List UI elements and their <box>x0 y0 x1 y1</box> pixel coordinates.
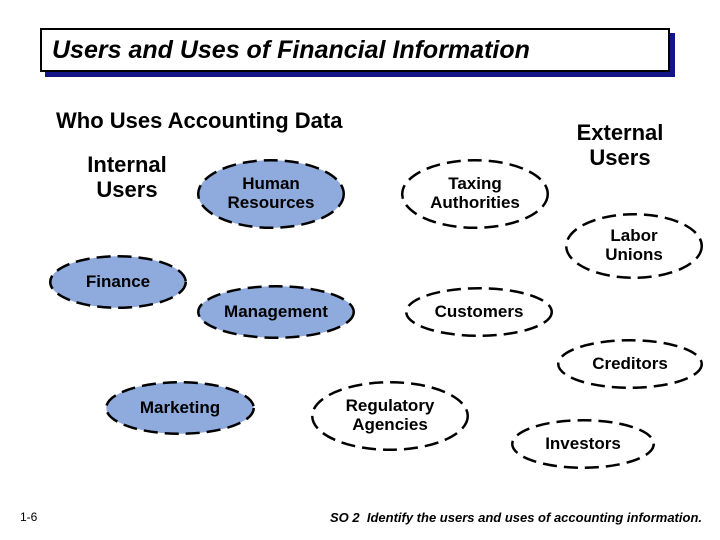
ellipse-label-labor-unions: LaborUnions <box>564 212 704 280</box>
so-text: Identify the users and uses of accountin… <box>367 510 702 525</box>
page-number: 1-6 <box>20 510 37 524</box>
label-internal-line1: Internal <box>87 152 166 177</box>
ellipse-label-regulatory-agencies: RegulatoryAgencies <box>310 380 470 452</box>
ellipse-label-human-resources: HumanResources <box>196 158 346 230</box>
ellipse-customers: Customers <box>404 286 554 338</box>
ellipse-label-creditors: Creditors <box>556 338 704 390</box>
ellipse-label-taxing-authorities: TaxingAuthorities <box>400 158 550 230</box>
ellipse-human-resources: HumanResources <box>196 158 346 230</box>
ellipse-marketing: Marketing <box>104 380 256 436</box>
ellipse-creditors: Creditors <box>556 338 704 390</box>
learning-objective: SO 2 Identify the users and uses of acco… <box>330 510 702 525</box>
ellipse-investors: Investors <box>510 418 656 470</box>
label-internal-users: Internal Users <box>72 152 182 203</box>
title-bar: Users and Uses of Financial Information <box>40 28 670 72</box>
ellipse-label-customers: Customers <box>404 286 554 338</box>
ellipse-label-finance: Finance <box>48 254 188 310</box>
ellipse-labor-unions: LaborUnions <box>564 212 704 280</box>
subtitle: Who Uses Accounting Data <box>56 108 342 134</box>
ellipse-label-management: Management <box>196 284 356 340</box>
ellipse-label-marketing: Marketing <box>104 380 256 436</box>
label-external-line1: External <box>577 120 664 145</box>
label-external-users: External Users <box>560 120 680 171</box>
ellipse-finance: Finance <box>48 254 188 310</box>
label-internal-line2: Users <box>96 177 157 202</box>
ellipse-management: Management <box>196 284 356 340</box>
ellipse-regulatory-agencies: RegulatoryAgencies <box>310 380 470 452</box>
title-text: Users and Uses of Financial Information <box>52 36 530 65</box>
label-external-line2: Users <box>589 145 650 170</box>
ellipse-label-investors: Investors <box>510 418 656 470</box>
so-label: SO 2 <box>330 510 360 525</box>
ellipse-taxing-authorities: TaxingAuthorities <box>400 158 550 230</box>
